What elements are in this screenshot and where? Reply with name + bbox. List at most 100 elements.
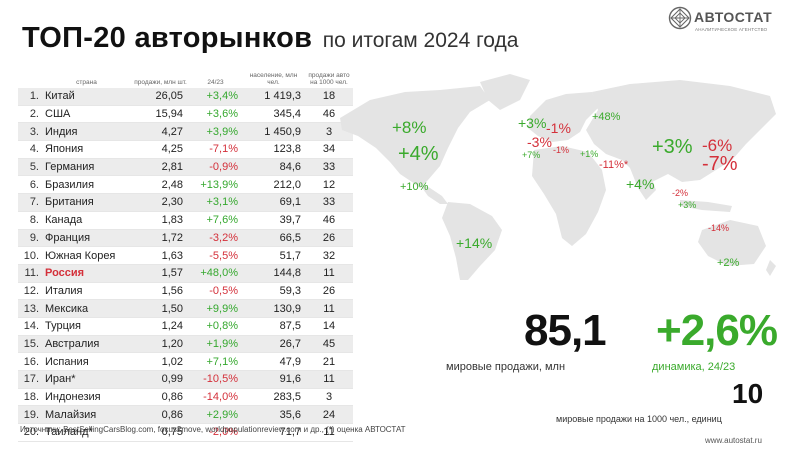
country-cell: Таиланд* [41,423,132,442]
rank-cell: 19. [18,405,41,425]
population-cell: 345,4 [242,105,305,124]
change-cell: -3,2% [189,229,242,248]
title-subtitle: по итогам 2024 года [322,29,519,52]
map-label-france: -3% [527,134,552,150]
map-label-china: +3% [652,136,693,158]
per1000-cell: 11 [305,423,353,442]
page-title: ТОП-20 авторынков по итогам 2024 года [22,22,518,55]
table-row: 19. Малайзия 0,86 +2,9% 35,6 24 [18,405,353,425]
table-row: 10. Южная Корея 1,63 -5,5% 51,7 32 [18,246,353,265]
population-cell: 51,7 [242,246,305,265]
logo-brand: АВТОСТАТ [694,9,773,25]
per1000-cell: 11 [305,264,353,283]
greenland-shape [480,74,530,110]
map-label-turkey: +1% [580,149,599,159]
country-cell: Италия [41,282,132,301]
sales-cell: 1,63 [132,246,189,265]
per1000-cell: 33 [305,193,353,212]
per1000-cell: 24 [305,405,353,425]
map-label-germany: -1% [546,120,571,136]
europe-shape [528,92,598,142]
table-row: 18. Индонезия 0,86 -14,0% 283,5 3 [18,388,353,407]
rank-cell: 1. [18,88,41,106]
country-cell: Южная Корея [41,246,132,265]
change-cell: +1,9% [189,335,242,354]
table-row: 7. Британия 2,30 +3,1% 69,1 33 [18,193,353,212]
sales-cell: 1,02 [132,352,189,371]
sales-cell: 1,20 [132,335,189,354]
map-label-italy: -1% [553,145,570,155]
per1000-cell: 34 [305,140,353,159]
table-row: 16. Испания 1,02 +7,1% 47,9 21 [18,352,353,371]
rank-cell: 8. [18,211,41,230]
country-cell: Германия [41,158,132,177]
change-cell: +7,6% [189,211,242,230]
sales-cell: 1,56 [132,282,189,301]
per1000-cell: 26 [305,282,353,301]
asia-shape [586,80,776,182]
central-america-shape [418,182,448,204]
site-url: www.autostat.ru [705,436,762,445]
population-cell: 283,5 [242,388,305,407]
population-cell: 212,0 [242,175,305,195]
per1000-cell: 14 [305,317,353,336]
map-label-malaysia: +3% [678,200,697,210]
map-label-india: +4% [626,176,655,192]
map-label-japan: -7% [702,153,738,175]
country-cell: Россия [41,264,132,283]
sales-cell: 2,48 [132,175,189,195]
change-cell: +9,9% [189,299,242,318]
population-cell: 39,7 [242,211,305,230]
sales-cell: 0,86 [132,388,189,407]
logo-icon [668,6,692,30]
change-cell: -0,9% [189,158,242,177]
sales-cell: 0,75 [132,423,189,442]
rank-cell: 12. [18,282,41,301]
population-cell: 130,9 [242,299,305,318]
population-cell: 84,6 [242,158,305,177]
sales-cell: 2,81 [132,158,189,177]
population-cell: 87,5 [242,317,305,336]
table-row: 2. США 15,94 +3,6% 345,4 46 [18,105,353,124]
ranking-table: страна продажи, млн шт. 24/23 население,… [18,66,353,442]
header-sales: продажи, млн шт. [134,79,187,86]
sales-cell: 15,94 [132,105,189,124]
india-shape [630,168,656,200]
rank-cell: 20. [18,423,41,442]
dynamics-caption: динамика, 24/23 [652,361,736,373]
change-cell: -10,5% [189,370,242,389]
country-cell: Иран* [41,370,132,389]
per1000-cell: 12 [305,175,353,195]
rank-cell: 6. [18,175,41,195]
rank-cell: 16. [18,352,41,371]
country-cell: Британия [41,193,132,212]
per1000-caption: мировые продажи на 1000 чел., единиц [556,414,722,424]
country-cell: Франция [41,229,132,248]
rank-cell: 7. [18,193,41,212]
country-cell: Канада [41,211,132,230]
per1000-cell: 3 [305,122,353,142]
sales-cell: 1,24 [132,317,189,336]
world-sales-caption: мировые продажи, млн [446,361,566,373]
change-cell: -5,5% [189,246,242,265]
change-cell: -14,0% [189,388,242,407]
rank-cell: 14. [18,317,41,336]
country-cell: Бразилия [41,175,132,195]
rank-cell: 3. [18,122,41,142]
rank-cell: 5. [18,158,41,177]
north-america-shape [340,86,490,188]
table-row: 3. Индия 4,27 +3,9% 1 450,9 3 [18,122,353,142]
australia-shape [698,220,766,266]
sales-cell: 1,83 [132,211,189,230]
rank-cell: 4. [18,140,41,159]
country-cell: Китай [41,88,132,106]
rank-cell: 18. [18,388,41,407]
sales-cell: 4,25 [132,140,189,159]
per1000-cell: 21 [305,352,353,371]
country-cell: Турция [41,317,132,336]
sales-cell: 4,27 [132,122,189,142]
population-cell: 144,8 [242,264,305,283]
sales-cell: 1,57 [132,264,189,283]
change-cell: -0,5% [189,282,242,301]
change-cell: +7,1% [189,352,242,371]
